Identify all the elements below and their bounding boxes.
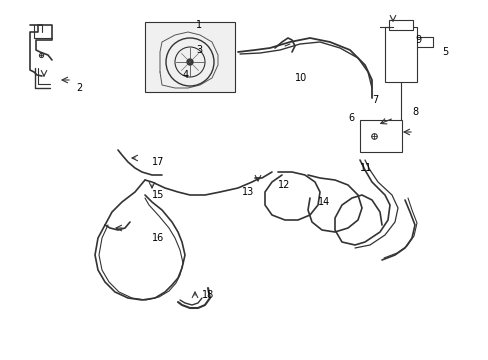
Text: 3: 3 xyxy=(196,45,202,55)
Text: 6: 6 xyxy=(347,113,353,123)
Text: 18: 18 xyxy=(202,290,214,300)
Text: 5: 5 xyxy=(441,47,447,57)
Text: 12: 12 xyxy=(278,180,290,190)
Text: 13: 13 xyxy=(242,187,254,197)
Text: 2: 2 xyxy=(76,83,82,93)
Text: 4: 4 xyxy=(183,70,189,80)
Circle shape xyxy=(186,59,193,65)
Text: 9: 9 xyxy=(414,35,420,45)
Bar xyxy=(359,120,401,152)
Text: 10: 10 xyxy=(294,73,306,83)
Text: 14: 14 xyxy=(317,197,329,207)
Bar xyxy=(384,27,416,82)
Text: 16: 16 xyxy=(152,233,164,243)
Bar xyxy=(145,22,235,92)
Bar xyxy=(388,20,412,30)
Text: 8: 8 xyxy=(411,107,417,117)
Text: 1: 1 xyxy=(196,20,202,30)
Text: 15: 15 xyxy=(152,190,164,200)
Text: 11: 11 xyxy=(359,163,371,173)
Text: 17: 17 xyxy=(152,157,164,167)
Text: 7: 7 xyxy=(371,95,378,105)
